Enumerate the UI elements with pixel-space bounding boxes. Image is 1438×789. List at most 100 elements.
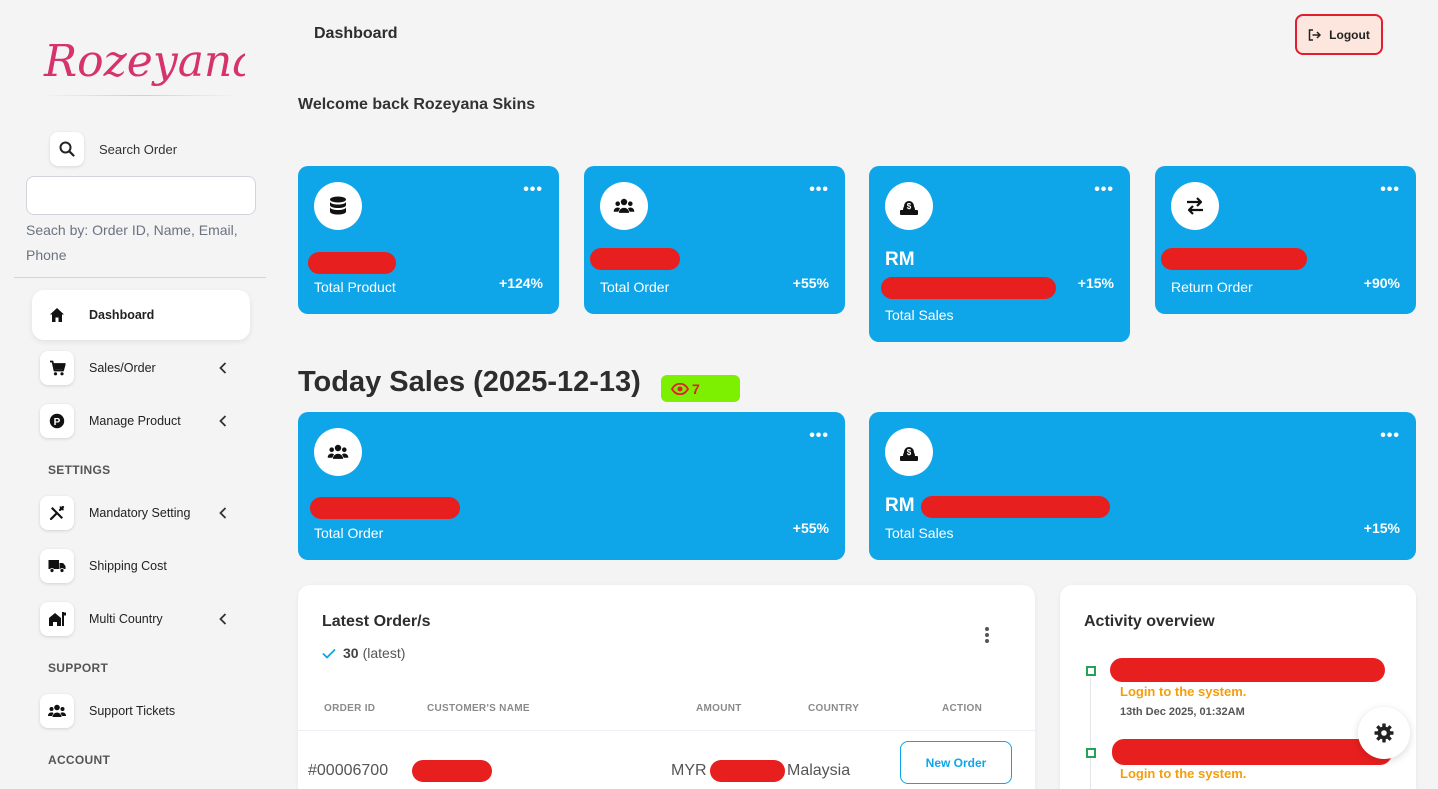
logout-button[interactable]: Logout — [1295, 14, 1383, 55]
exchange-icon — [1187, 197, 1203, 215]
views-badge: 7 — [661, 375, 740, 402]
card-menu-dots-icon[interactable]: ••• — [809, 427, 829, 444]
sidebar-item-label: Shipping Cost — [89, 559, 167, 573]
col-action: ACTION — [942, 703, 983, 714]
stat-change: +90% — [1363, 275, 1400, 291]
stat-label: Total Order — [314, 525, 384, 541]
gear-icon — [1374, 723, 1394, 743]
today-sales-title: Today Sales (2025-12-13) — [298, 366, 641, 398]
redacted-amount — [710, 760, 785, 782]
users-icon — [613, 198, 635, 213]
chevron-left-icon — [216, 361, 230, 375]
activity-text: Login to the system. — [1120, 684, 1247, 699]
redacted-value — [1161, 248, 1307, 270]
latest-orders-count: 30 (latest) — [322, 645, 405, 661]
card-menu-dots-icon[interactable]: ••• — [809, 181, 829, 198]
card-menu-dots-icon[interactable]: ••• — [1380, 427, 1400, 444]
users-icon — [48, 704, 66, 717]
stat-label: Return Order — [1171, 279, 1253, 295]
redacted-value — [881, 277, 1056, 299]
svg-text:$: $ — [907, 202, 912, 211]
settings-gear-button[interactable] — [1358, 707, 1410, 759]
timeline-dot — [1086, 666, 1096, 676]
more-vertical-icon[interactable] — [985, 627, 989, 645]
stat-card-total-product[interactable]: ••• Total Product +124% — [298, 166, 559, 314]
svg-text:P: P — [54, 417, 61, 428]
stat-change: +55% — [792, 275, 829, 291]
search-input[interactable] — [26, 176, 256, 215]
card-menu-dots-icon[interactable]: ••• — [1380, 181, 1400, 198]
today-card-total-order[interactable]: ••• Total Order +55% — [298, 412, 845, 560]
sidebar-item-mandatory-setting[interactable]: Mandatory Setting — [32, 488, 250, 538]
redacted-value — [921, 496, 1110, 518]
money-bag-icon: $ — [900, 201, 918, 215]
stat-card-return-order[interactable]: ••• Return Order +90% — [1155, 166, 1416, 314]
search-order-row: Search Order — [50, 132, 177, 166]
sidebar-item-label: Mandatory Setting — [89, 506, 191, 520]
stat-label: Total Order — [600, 279, 670, 295]
sidebar-item-shipping-cost[interactable]: Shipping Cost — [32, 541, 250, 591]
latest-orders-panel: Latest Order/s 30 (latest) ORDER ID CUST… — [298, 585, 1035, 789]
redacted-value — [308, 252, 396, 274]
chevron-left-icon — [216, 506, 230, 520]
money-bag-icon: $ — [900, 447, 918, 461]
card-menu-dots-icon[interactable]: ••• — [1094, 181, 1114, 198]
truck-icon — [48, 560, 66, 573]
logout-icon — [1308, 28, 1322, 41]
section-title-account: ACCOUNT — [48, 753, 111, 767]
redacted-customer-name — [412, 760, 492, 782]
tools-icon — [49, 505, 65, 521]
sidebar-item-sales-order[interactable]: Sales/Order — [32, 343, 250, 393]
search-icon — [59, 141, 75, 157]
sidebar: Rozeyana Search Order Seach by: Order ID… — [0, 0, 282, 789]
stat-card-total-order[interactable]: ••• Total Order +55% — [584, 166, 845, 314]
sidebar-item-dashboard[interactable]: Dashboard — [32, 290, 250, 340]
stat-currency: RM — [885, 495, 915, 516]
stat-card-total-sales[interactable]: $ ••• RM Total Sales +15% — [869, 166, 1130, 342]
redacted-activity-user — [1112, 739, 1392, 765]
product-p-icon: P — [49, 413, 65, 429]
brand-logo[interactable]: Rozeyana — [40, 24, 245, 94]
stat-label: Total Sales — [885, 525, 954, 541]
sidebar-item-label: Dashboard — [89, 308, 155, 322]
logout-label: Logout — [1329, 27, 1370, 42]
redacted-value — [310, 497, 460, 519]
redacted-activity-user — [1110, 658, 1385, 682]
section-title-support: SUPPORT — [48, 661, 109, 675]
svg-text:$: $ — [907, 448, 912, 457]
sidebar-item-label: Manage Product — [89, 414, 181, 428]
welcome-message: Welcome back Rozeyana Skins — [298, 96, 536, 113]
col-customer-name: CUSTOMER'S NAME — [427, 703, 530, 714]
panel-title: Latest Order/s — [322, 613, 431, 630]
logo-divider — [40, 95, 240, 96]
col-country: COUNTRY — [808, 703, 860, 714]
check-icon — [322, 648, 336, 659]
search-button[interactable] — [50, 132, 84, 166]
search-hint: Seach by: Order ID, Name, Email, Phone — [26, 222, 238, 263]
table-header-divider — [298, 730, 1035, 731]
country-house-icon — [49, 612, 66, 626]
order-count: 30 — [343, 645, 359, 661]
new-order-button[interactable]: New Order — [900, 741, 1012, 784]
panel-title: Activity overview — [1084, 613, 1215, 630]
stat-change: +15% — [1077, 275, 1114, 291]
eye-icon — [671, 382, 689, 395]
col-amount: AMOUNT — [696, 703, 742, 714]
order-country: Malaysia — [787, 762, 851, 779]
sidebar-item-manage-product[interactable]: P Manage Product — [32, 396, 250, 446]
stat-change: +124% — [499, 275, 543, 291]
section-title-settings: SETTINGS — [48, 463, 111, 477]
home-icon — [50, 308, 64, 322]
card-menu-dots-icon[interactable]: ••• — [523, 181, 543, 198]
sidebar-item-support-tickets[interactable]: Support Tickets — [32, 686, 250, 736]
views-count: 7 — [692, 380, 700, 397]
svg-text:Rozeyana: Rozeyana — [43, 36, 245, 87]
page-title: Dashboard — [314, 25, 398, 42]
chevron-left-icon — [216, 612, 230, 626]
stat-change: +15% — [1363, 520, 1400, 536]
activity-time: 13th Dec 2025, 01:32AM — [1120, 706, 1245, 718]
timeline-dot — [1086, 748, 1096, 758]
today-card-total-sales[interactable]: $ ••• RM Total Sales +15% — [869, 412, 1416, 560]
order-id: #00006700 — [308, 762, 389, 779]
sidebar-item-multi-country[interactable]: Multi Country — [32, 594, 250, 644]
